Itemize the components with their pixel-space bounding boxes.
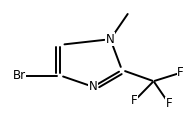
Text: Br: Br: [13, 69, 26, 82]
Text: F: F: [131, 94, 138, 107]
Text: N: N: [89, 80, 98, 93]
Text: F: F: [166, 97, 172, 110]
Text: F: F: [177, 66, 184, 79]
Text: N: N: [106, 33, 115, 46]
